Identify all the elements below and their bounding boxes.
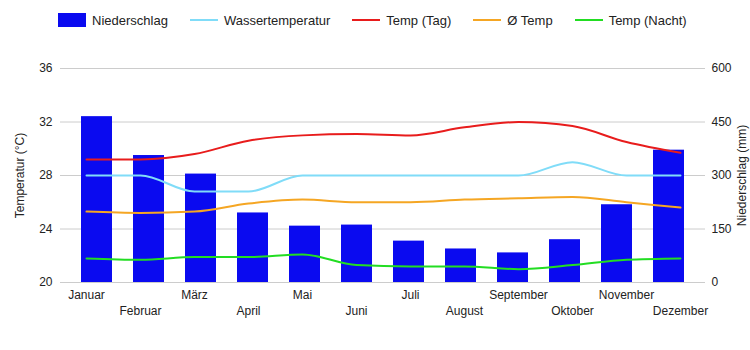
svg-text:20: 20	[39, 275, 53, 289]
svg-text:Januar: Januar	[68, 288, 105, 302]
html-text:Wassertemperatur: Wassertemperatur	[223, 12, 331, 28]
svg-text:Juli: Juli	[401, 288, 419, 302]
html-text:Ø Temp: Ø Temp	[507, 12, 553, 28]
svg-text:450: 450	[712, 115, 732, 129]
svg-text:Dezember: Dezember	[653, 304, 708, 318]
svg-text:600: 600	[712, 61, 732, 75]
svg-text:Mai: Mai	[293, 288, 312, 302]
svg-text:November: November	[599, 288, 654, 302]
html-text:Niederschlag: Niederschlag	[92, 12, 168, 28]
svg-text:300: 300	[712, 168, 732, 182]
svg-text:24: 24	[39, 222, 53, 236]
html-text:Temp (Nacht): Temp (Nacht)	[608, 12, 687, 28]
svg-text:28: 28	[39, 168, 53, 182]
svg-text:Juni: Juni	[345, 304, 367, 318]
svg-text:Temperatur (°C): Temperatur (°C)	[13, 133, 27, 218]
svg-text:Oktober: Oktober	[551, 304, 594, 318]
svg-text:August: August	[446, 304, 484, 318]
html-text:Temp (Tag): Temp (Tag)	[386, 12, 452, 28]
svg-text:Niederschlag (mm): Niederschlag (mm)	[735, 125, 749, 226]
svg-text:32: 32	[39, 115, 53, 129]
svg-text:36: 36	[39, 61, 53, 75]
svg-text:0: 0	[712, 275, 719, 289]
svg-text:Februar: Februar	[119, 304, 161, 318]
svg-text:150: 150	[712, 222, 732, 236]
svg-text:April: April	[236, 304, 260, 318]
svg-text:März: März	[181, 288, 208, 302]
svg-text:September: September	[489, 288, 548, 302]
